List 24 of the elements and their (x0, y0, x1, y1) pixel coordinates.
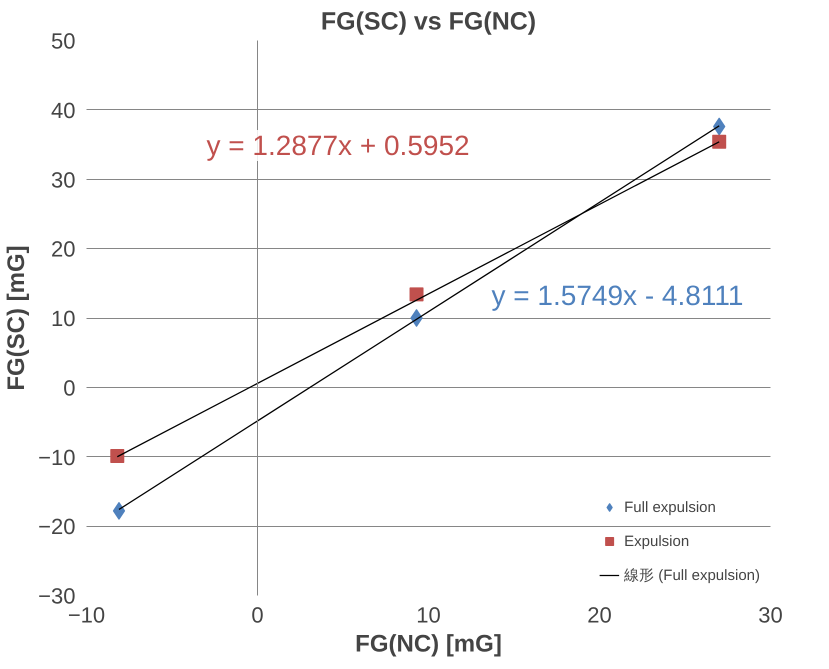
point (410, 287, 424, 302)
point (712, 134, 726, 149)
y-tick-label: 10 (51, 306, 76, 331)
y-tick-label: 30 (51, 167, 76, 192)
x-axis-title: FG(NC) [mG] (355, 630, 502, 658)
x-tick-label: 10 (416, 602, 441, 628)
legend-label: Expulsion (624, 532, 690, 551)
point (110, 449, 124, 464)
x-tick-label: 30 (758, 602, 783, 628)
legend-label: Full expulsion (624, 498, 716, 517)
y-axis-title: FG(SC) [mG] (3, 245, 30, 391)
annotation: y = 1.2877x + 0.5952 (206, 130, 470, 161)
legend-label: 線形 (Full expulsion) (624, 566, 760, 585)
y-tick-label: 20 (51, 236, 76, 262)
x-tick-label: 0 (251, 602, 264, 628)
y-tick-label: 40 (51, 98, 76, 123)
y-tick-label: 0 (63, 375, 76, 400)
y-tick-label: 50 (51, 28, 76, 54)
point (112, 502, 126, 520)
y-tick-label: −20 (38, 514, 76, 540)
y-tick-label: −10 (38, 444, 76, 470)
chart-title: FG(SC) vs FG(NC) (320, 8, 536, 36)
x-tick-label: 20 (587, 602, 612, 628)
annotation: y = 1.5749x - 4.8111 (492, 280, 744, 311)
